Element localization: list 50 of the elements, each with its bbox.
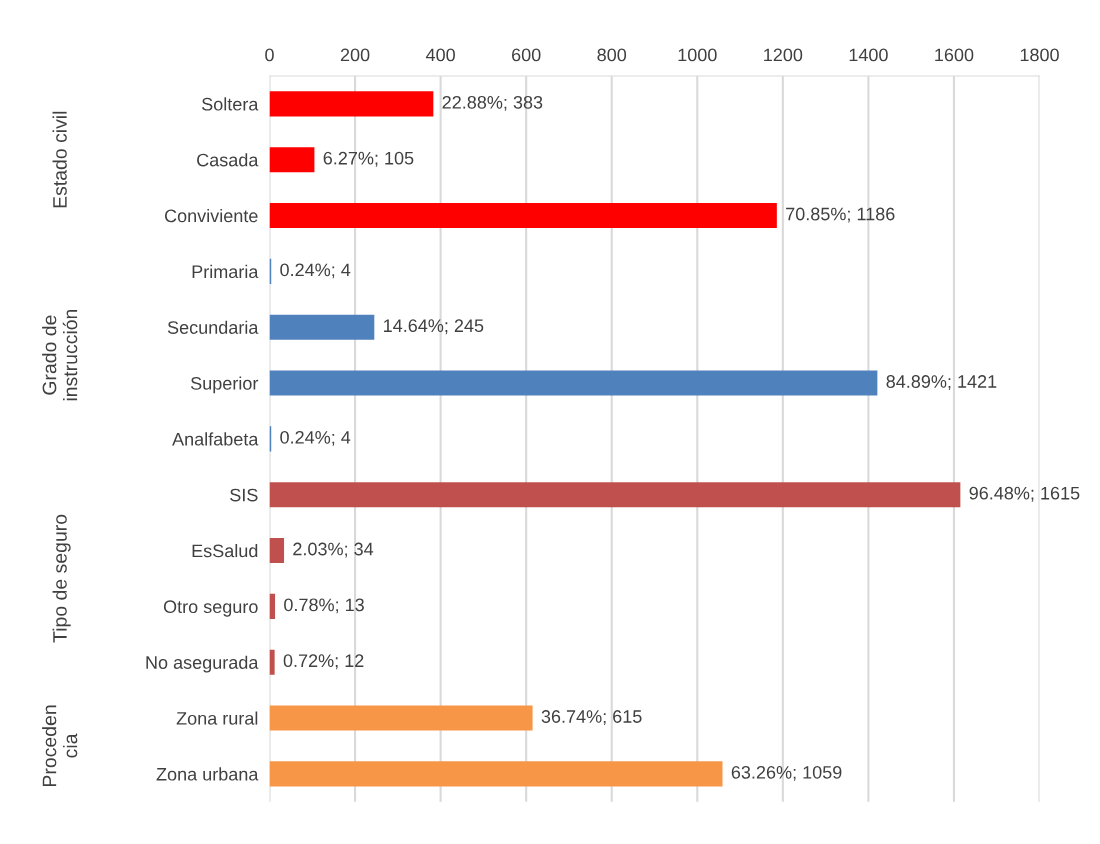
bar <box>269 482 961 508</box>
bar <box>269 705 533 731</box>
text: Grado de instrucción <box>42 309 78 401</box>
bar <box>269 202 777 229</box>
x-tick-label: 1800 <box>1020 48 1059 62</box>
data-label: 84.89%; 1421 <box>886 375 997 391</box>
data-label: 22.88%; 383 <box>442 95 543 111</box>
data-label: 0.24%; 4 <box>280 263 351 279</box>
y-tick-label: Secundaria <box>167 320 259 334</box>
y-tick-label: Superior <box>190 376 259 394</box>
data-label: 96.48%; 1615 <box>969 486 1080 502</box>
data-label: 0.78%; 13 <box>284 598 364 614</box>
bar <box>269 649 275 675</box>
y-tick-label: SIS <box>230 488 258 502</box>
data-label: 63.26%; 1059 <box>731 765 842 781</box>
bar <box>269 314 375 340</box>
data-label: 0.24%; 4 <box>280 430 351 446</box>
data-label: 36.74%; 615 <box>541 710 642 726</box>
y-tick-label: Analfabeta <box>172 432 259 446</box>
text: Estado civil <box>52 111 67 208</box>
y-tick-label: No asegurada <box>146 655 259 673</box>
text: Proceden cia <box>42 705 78 786</box>
y-tick-label: Otro seguro <box>163 600 258 617</box>
bar <box>269 537 285 564</box>
data-label: 2.03%; 34 <box>293 542 374 558</box>
y-tick-label: Conviviente <box>164 209 258 223</box>
y-tick-label: Zona rural <box>176 711 258 725</box>
x-tick-label: 400 <box>425 48 455 62</box>
x-tick-label: 0 <box>265 48 274 62</box>
x-tick-label: 200 <box>340 48 370 62</box>
x-tick-label: 1000 <box>678 48 717 62</box>
bar <box>269 370 878 396</box>
x-tick-label: 800 <box>597 48 627 62</box>
x-tick-label: 1600 <box>935 48 974 62</box>
x-tick-label: 600 <box>512 48 541 62</box>
bar <box>269 761 723 787</box>
y-tick-label: Soltera <box>202 97 259 111</box>
x-tick-label: 1400 <box>849 48 888 62</box>
data-label: 6.27%; 105 <box>323 151 414 167</box>
text: Tipo de seguro <box>52 514 71 643</box>
y-tick-label: Zona urbana <box>156 767 259 781</box>
bar <box>269 147 315 173</box>
y-tick-label: Casada <box>197 153 259 167</box>
data-label: 14.64%; 245 <box>384 319 484 335</box>
y-tick-label: EsSalud <box>192 544 258 558</box>
data-label: 70.85%; 1186 <box>786 207 895 223</box>
data-label: 0.72%; 12 <box>283 654 364 670</box>
bar <box>269 91 434 117</box>
y-tick-label: Primaria <box>192 264 259 279</box>
x-tick-label: 1200 <box>764 48 803 62</box>
